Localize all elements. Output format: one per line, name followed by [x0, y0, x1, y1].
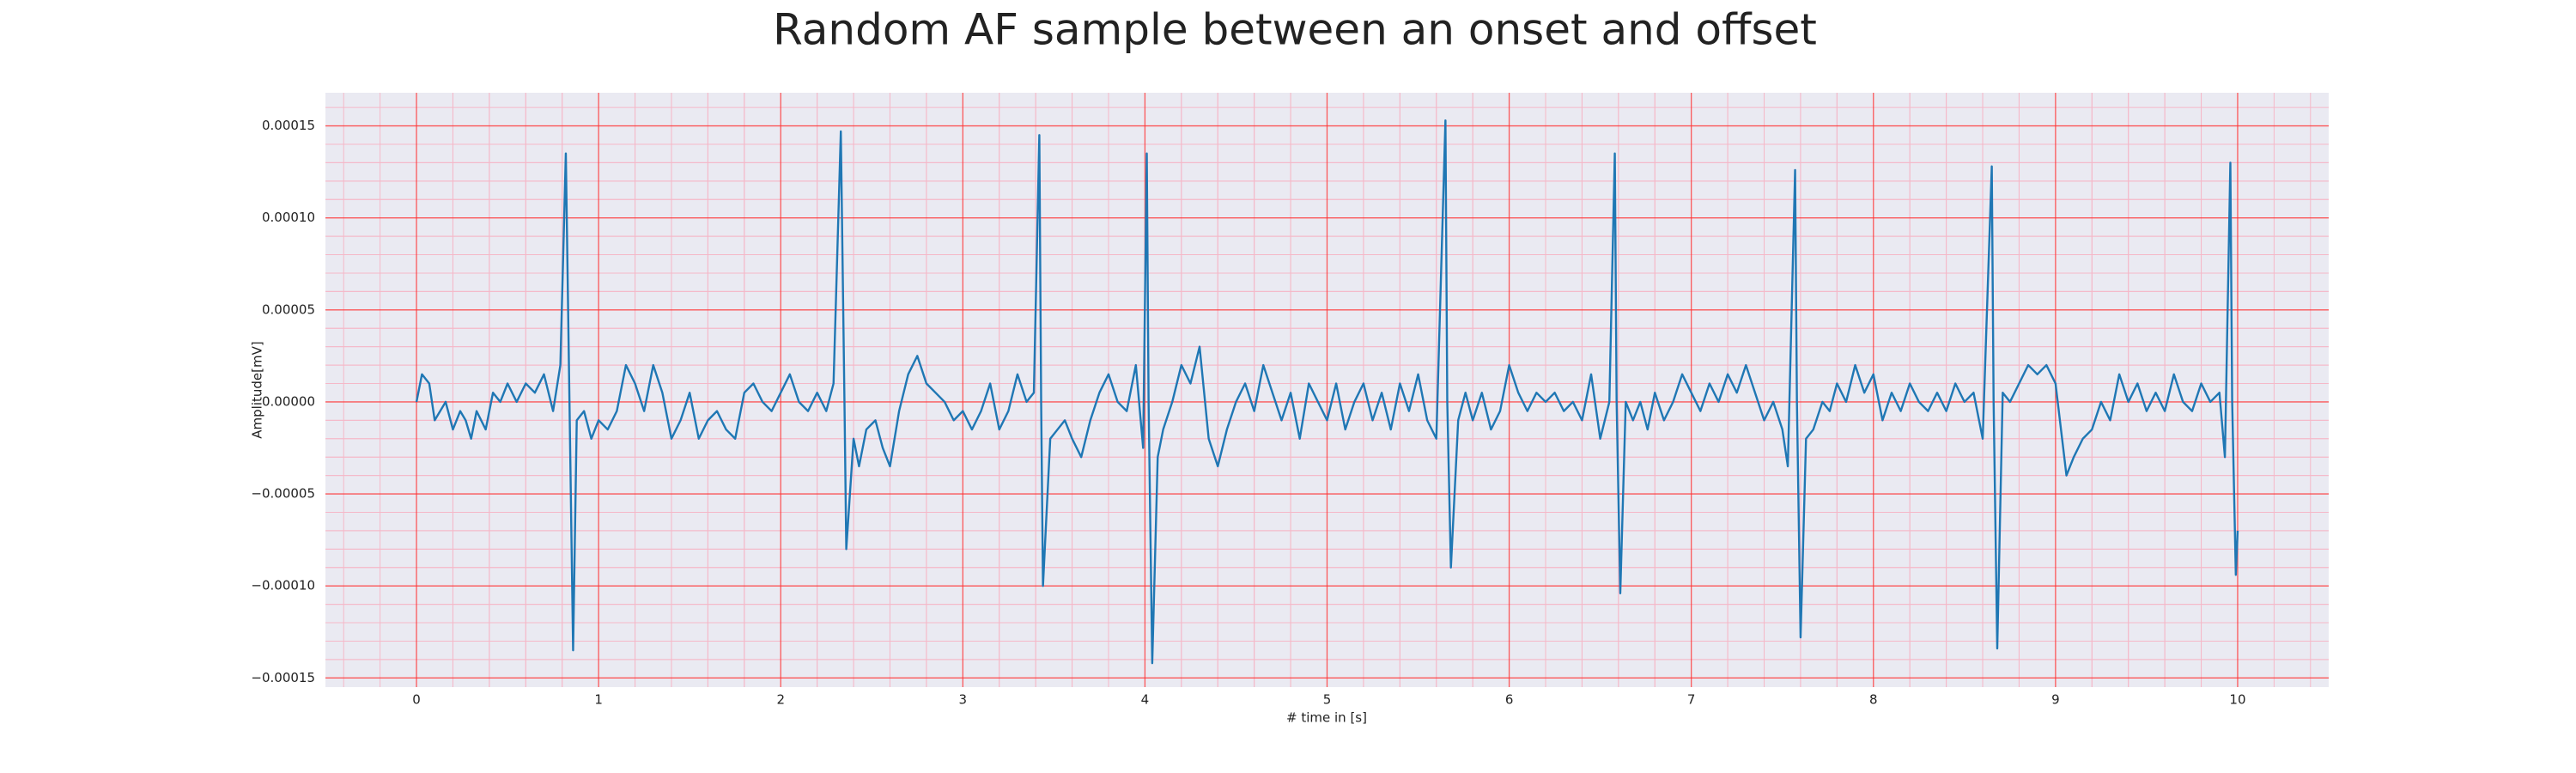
chart-title: Random AF sample between an onset and of…: [773, 5, 1817, 55]
y-tick-label: −0.00010: [251, 578, 315, 593]
y-tick-label: 0.00000: [262, 393, 315, 409]
x-axis-label: # time in [s]: [1286, 710, 1367, 726]
line-series: [415, 119, 2239, 665]
x-tick-label: 3: [959, 692, 968, 708]
y-tick-label: 0.00010: [262, 210, 315, 225]
x-tick-label: 0: [412, 692, 421, 708]
x-tick-label: 2: [776, 692, 785, 708]
x-tick-label: 9: [2051, 692, 2060, 708]
y-tick-label: 0.00015: [262, 118, 315, 133]
x-tick-label: 10: [2229, 692, 2245, 708]
x-tick-label: 1: [594, 692, 603, 708]
x-tick-label: 7: [1687, 692, 1696, 708]
x-tick-label: 6: [1505, 692, 1514, 708]
x-tick-label: 4: [1141, 692, 1150, 708]
y-tick-label: 0.00005: [262, 301, 315, 317]
x-tick-label: 5: [1323, 692, 1332, 708]
y-tick-label: −0.00005: [251, 486, 315, 502]
y-axis-label: Amplitude[mV]: [250, 341, 265, 438]
y-tick-label: −0.00015: [251, 670, 315, 685]
x-tick-label: 8: [1869, 692, 1878, 708]
